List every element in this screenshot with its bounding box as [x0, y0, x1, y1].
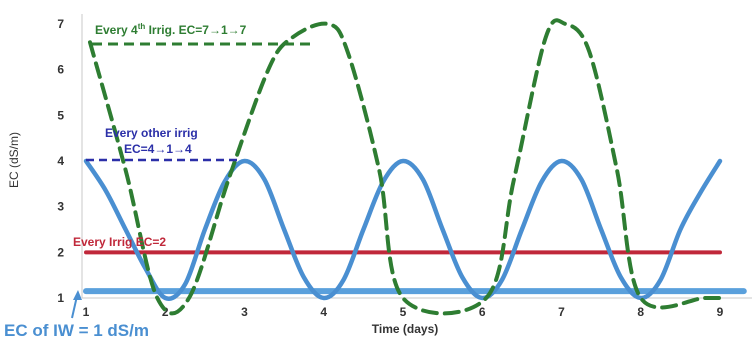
every-other-annotation-line2: EC=4→1→4	[124, 142, 192, 156]
y-tick-label: 5	[57, 108, 64, 122]
x-tick-label: 3	[241, 305, 248, 319]
y-axis-label: EC (dS/m)	[7, 132, 21, 188]
x-tick-label: 1	[83, 305, 90, 319]
x-tick-label: 9	[717, 305, 724, 319]
x-axis-label: Time (days)	[372, 322, 438, 336]
y-tick-label: 7	[57, 17, 64, 31]
every-irrig-annotation: Every Irrig EC=2	[73, 235, 166, 249]
iw-arrow-head	[73, 290, 82, 300]
y-tick-label: 2	[57, 245, 64, 259]
series-layer	[83, 18, 747, 316]
y-tick-label: 1	[57, 291, 64, 305]
x-tick-label: 8	[637, 305, 644, 319]
y-tick-label: 3	[57, 200, 64, 214]
series-line-every-4th	[88, 18, 722, 316]
x-tick-label: 4	[320, 305, 327, 319]
x-tick-label: 6	[479, 305, 486, 319]
every-4th-annotation: Every 4th Irrig. EC=7→1→7	[95, 22, 247, 37]
series-line-every-other	[83, 158, 723, 301]
y-tick-labels: 1 2 3 4 5 6 7	[57, 17, 64, 305]
x-tick-labels: 1 2 3 4 5 6 7 8 9	[83, 305, 724, 319]
x-tick-label: 7	[558, 305, 565, 319]
every-other-annotation-line1: Every other irrig	[105, 126, 198, 140]
y-tick-label: 6	[57, 63, 64, 77]
x-tick-label: 5	[400, 305, 407, 319]
x-tick-label: 2	[162, 305, 169, 319]
iw-annotation: EC of IW = 1 dS/m	[4, 321, 149, 340]
y-tick-label: 4	[57, 154, 64, 168]
